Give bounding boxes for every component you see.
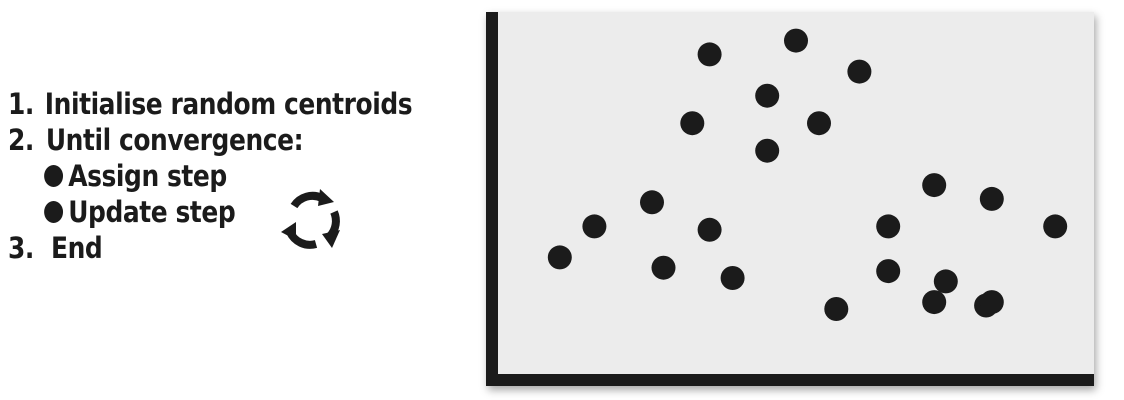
step-text: End xyxy=(51,231,103,265)
step-number: 1. xyxy=(8,87,34,121)
scatter-plot xyxy=(486,12,1094,386)
substep-assign: Assign step xyxy=(8,158,412,194)
data-point xyxy=(784,28,808,53)
step-1: 1. Initialise random centroids xyxy=(8,86,413,122)
data-point xyxy=(547,245,572,270)
data-point xyxy=(876,214,901,239)
data-point xyxy=(651,255,676,280)
step-text: Until convergence: xyxy=(45,123,304,157)
data-point xyxy=(697,42,722,67)
data-point xyxy=(755,83,780,108)
bullet-icon xyxy=(44,201,64,223)
data-point xyxy=(876,259,901,284)
data-point xyxy=(582,214,607,239)
data-point xyxy=(640,190,664,215)
step-3: 3. End xyxy=(8,230,412,266)
step-2: 2. Until convergence: xyxy=(8,122,412,158)
data-point xyxy=(824,297,849,321)
data-point xyxy=(720,266,745,290)
data-point xyxy=(847,59,872,84)
step-number: 3. xyxy=(8,231,34,265)
data-point xyxy=(979,290,1004,315)
step-number: 2. xyxy=(8,123,34,157)
algorithm-steps: 1. Initialise random centroids 2. Until … xyxy=(8,86,413,266)
data-point xyxy=(922,173,947,198)
substep-text: Assign step xyxy=(68,159,227,193)
data-point xyxy=(922,290,947,315)
refresh-cycle-icon xyxy=(281,189,340,249)
x-axis xyxy=(486,374,1094,386)
data-point xyxy=(979,186,1004,211)
y-axis xyxy=(486,12,498,386)
data-point xyxy=(1043,214,1068,239)
data-point xyxy=(933,269,958,294)
bullet-icon xyxy=(44,165,64,187)
data-point xyxy=(755,138,780,163)
data-points xyxy=(547,28,1068,321)
data-point xyxy=(680,111,705,136)
data-point xyxy=(697,217,722,242)
substep-update: Update step xyxy=(8,194,412,230)
data-point xyxy=(807,111,831,136)
step-text: Initialise random centroids xyxy=(44,87,413,121)
substep-text: Update step xyxy=(68,195,236,229)
